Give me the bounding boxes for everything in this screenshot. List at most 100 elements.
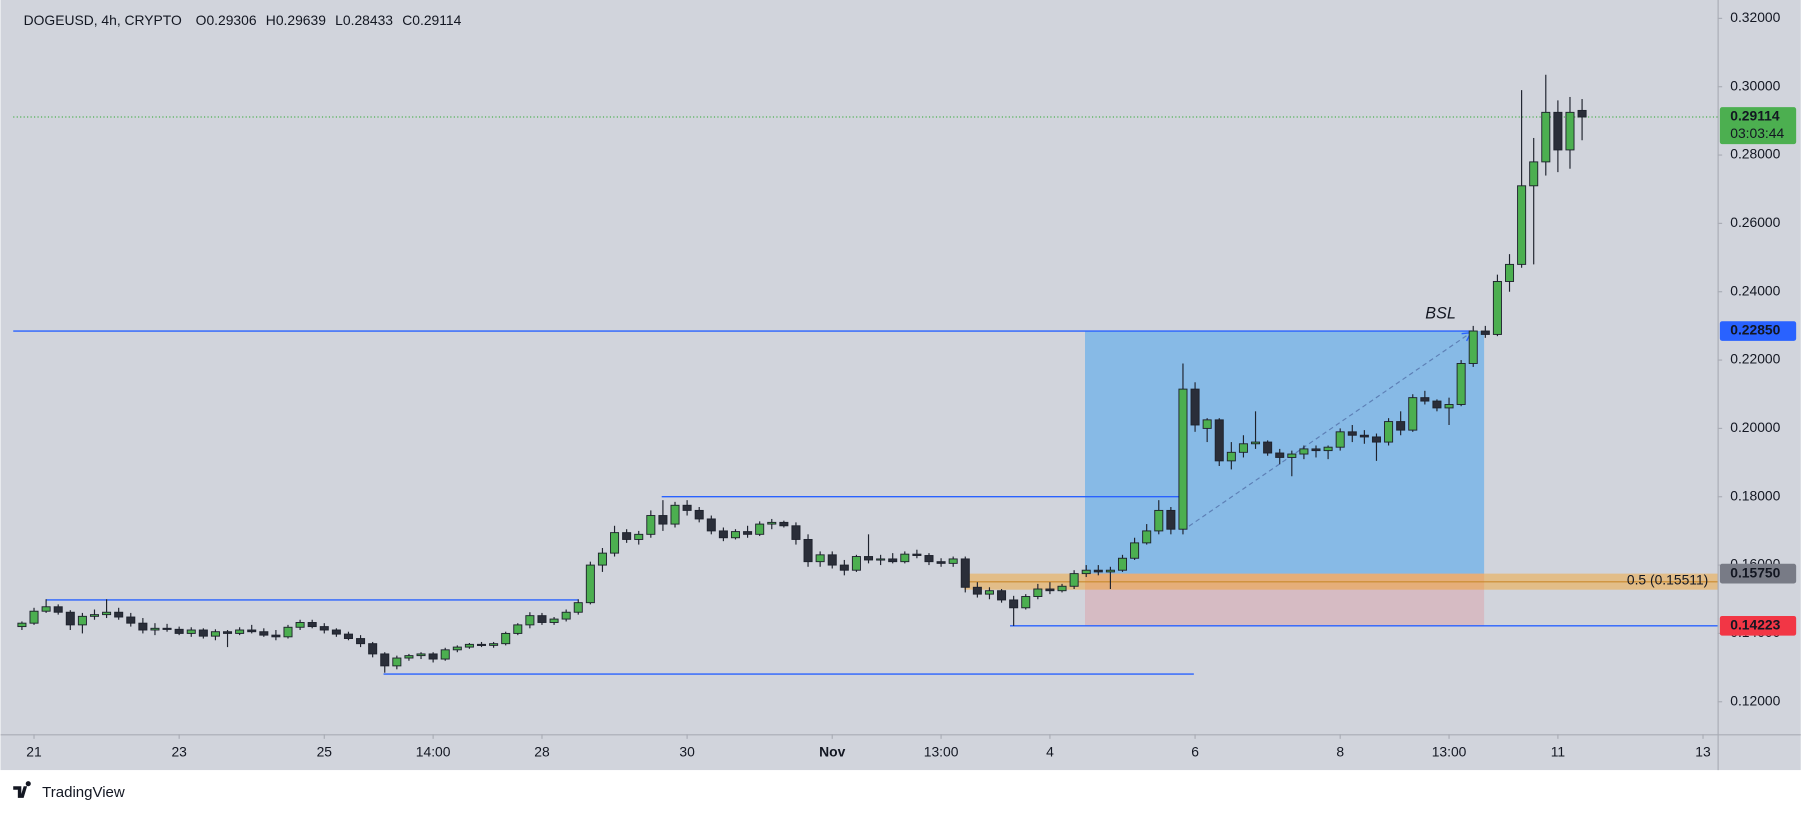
- candle-body: [501, 632, 511, 645]
- candle-body: [1371, 436, 1381, 443]
- candle-body: [912, 553, 922, 556]
- x-tick-label: 11: [1551, 743, 1566, 759]
- candle-body: [392, 657, 402, 667]
- candle-body: [1347, 431, 1357, 436]
- candle-body: [1251, 441, 1261, 445]
- candle-body: [1130, 542, 1140, 559]
- candle-body: [1190, 388, 1200, 426]
- y-tick-label: 0.22000: [1730, 351, 1780, 367]
- candle-body: [452, 646, 462, 651]
- brand-name: TradingView: [42, 784, 125, 801]
- candle-body: [658, 515, 668, 525]
- candle-body: [791, 525, 801, 540]
- candle-body: [827, 554, 837, 566]
- price-tag: [1719, 615, 1797, 636]
- candle-body: [223, 631, 233, 634]
- candle-body: [1178, 388, 1188, 530]
- price-tag-label: 0.15750: [1730, 564, 1780, 580]
- candle-body: [1021, 596, 1031, 609]
- candle-body: [1577, 109, 1587, 118]
- candle-body: [1517, 185, 1527, 265]
- candle-body: [1299, 448, 1309, 455]
- candle-body: [1420, 397, 1430, 402]
- candle-body: [53, 606, 63, 613]
- candle-body: [271, 634, 281, 638]
- candle-body: [259, 631, 269, 636]
- candle-body: [1154, 509, 1164, 532]
- candle-body: [1275, 452, 1285, 458]
- price-tag-countdown: 03:03:44: [1730, 125, 1784, 141]
- candle-body: [198, 629, 208, 637]
- candle-body: [41, 606, 51, 612]
- candle-body: [1456, 363, 1466, 405]
- candle-body: [1287, 453, 1297, 458]
- candle-body: [525, 615, 535, 626]
- x-tick-label: 4: [1046, 743, 1054, 759]
- candle-body: [114, 611, 124, 618]
- x-tick-label: 14:00: [416, 743, 451, 759]
- candle-body: [150, 627, 160, 631]
- candle-body: [864, 556, 874, 561]
- candle-body: [307, 622, 317, 628]
- candle-body: [1335, 431, 1345, 448]
- candle-body: [960, 558, 970, 588]
- x-tick-label: 8: [1336, 743, 1344, 759]
- candle-body: [997, 590, 1007, 601]
- candle-body: [1359, 434, 1369, 438]
- y-tick-label: 0.18000: [1730, 487, 1780, 503]
- candle-body: [17, 622, 27, 628]
- candle-body: [513, 624, 523, 634]
- x-tick-label: 23: [171, 743, 187, 759]
- ohlc-prefix: C: [402, 11, 412, 27]
- ohlc-prefix: H: [266, 11, 276, 27]
- brand: TradingView: [13, 781, 125, 801]
- candle-body: [1238, 443, 1248, 453]
- candle-body: [368, 643, 378, 655]
- candle-body: [440, 649, 450, 660]
- price-tag: [1719, 321, 1797, 341]
- candle-body: [162, 627, 172, 630]
- y-tick-label: 0.26000: [1730, 214, 1780, 230]
- candle-body: [755, 523, 765, 535]
- price-tag-label: 0.29114: [1730, 108, 1780, 124]
- price-tag: [1719, 107, 1797, 145]
- y-tick-label: 0.30000: [1730, 77, 1780, 93]
- candle-body: [1142, 530, 1152, 544]
- candle-body: [1408, 397, 1418, 431]
- candle-body: [138, 622, 148, 631]
- ohlc-value: 0.29639: [276, 11, 326, 27]
- x-tick-label: 30: [679, 743, 695, 759]
- y-tick-label: 0.28000: [1730, 146, 1780, 162]
- candle-body: [670, 504, 680, 525]
- y-tick-label: 0.20000: [1730, 419, 1780, 435]
- candle-body: [404, 655, 414, 659]
- price-tag: [1719, 563, 1797, 584]
- candle-body: [356, 638, 366, 645]
- brand-logo: [13, 781, 31, 798]
- candle-body: [247, 629, 257, 633]
- candle-body: [767, 521, 777, 525]
- candle-body: [65, 611, 75, 626]
- candle-body: [779, 521, 789, 527]
- ohlc-value: 0.28433: [343, 11, 393, 27]
- chart-background: [0, 0, 1801, 771]
- candle-body: [1057, 585, 1067, 592]
- candle-body: [936, 561, 946, 564]
- candle-body: [126, 616, 136, 624]
- candle-body: [1529, 161, 1539, 187]
- candle-body: [428, 653, 438, 660]
- candle-body: [682, 504, 692, 511]
- annotation: BSL: [1425, 305, 1456, 323]
- candle-body: [851, 556, 861, 571]
- candle-body: [1069, 573, 1079, 587]
- candle-body: [743, 531, 753, 535]
- candle-body: [597, 552, 607, 566]
- candle-body: [174, 628, 184, 634]
- candle-body: [610, 532, 620, 554]
- candle-body: [210, 631, 220, 637]
- candle-body: [89, 614, 100, 617]
- candle-body: [1444, 404, 1454, 409]
- candle-body: [694, 509, 704, 520]
- candle-body: [29, 610, 39, 624]
